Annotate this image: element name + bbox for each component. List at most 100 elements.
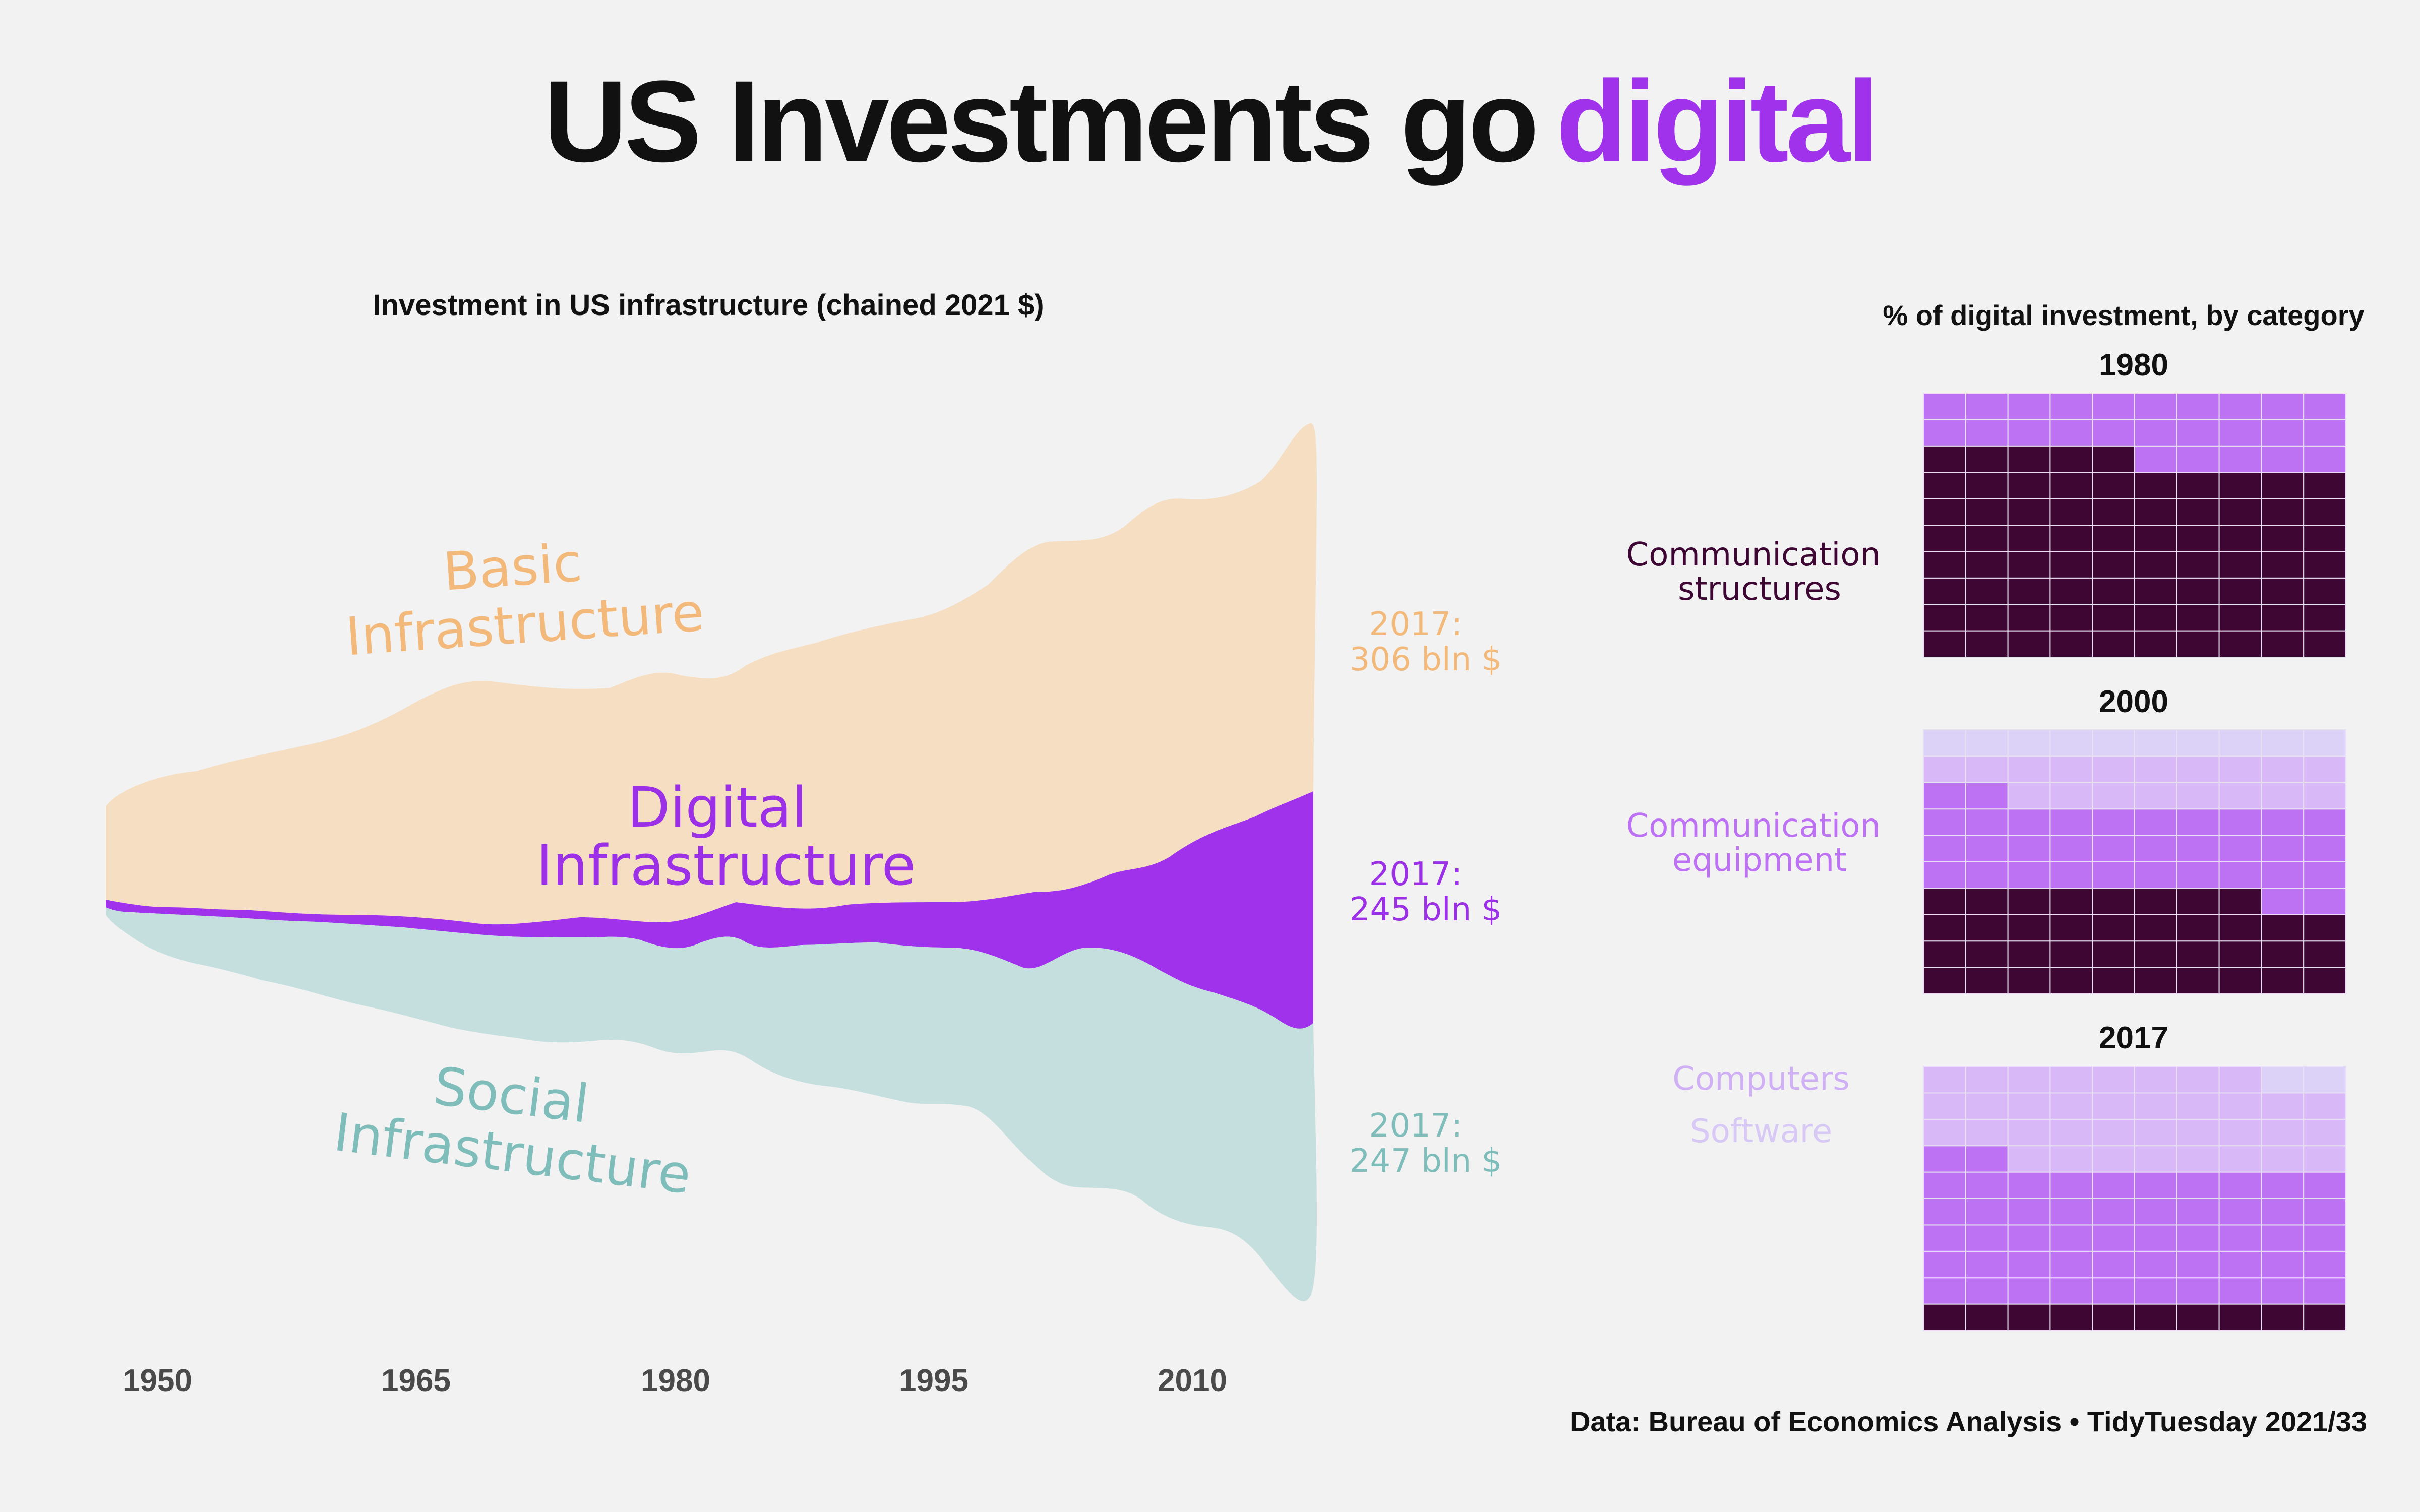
waffle-cell-communication-equipment xyxy=(2092,808,2136,836)
waffle-cell-communication-equipment xyxy=(2176,393,2220,420)
waffle-cell-communication-structures xyxy=(2134,940,2177,968)
waffle-cell-communication-structures xyxy=(2176,940,2220,968)
waffle-cell-communication-structures xyxy=(2176,498,2220,526)
streamgraph xyxy=(106,423,1317,1301)
waffle-cell-computers xyxy=(2007,1092,2051,1120)
waffle-cell-communication-structures xyxy=(2092,577,2136,605)
waffle-cell-communication-structures xyxy=(2049,940,2093,968)
waffle-cell-computers xyxy=(2176,1066,2220,1094)
waffle-cell-communication-structures xyxy=(2134,525,2177,552)
waffle-cell-communication-equipment xyxy=(2007,1277,2051,1305)
waffle-cell-communication-equipment xyxy=(2092,1250,2136,1279)
legend-computers: Computers xyxy=(1672,1060,1850,1098)
series-area-basic-infrastructure xyxy=(106,423,1317,925)
waffle-cell-communication-structures xyxy=(2049,967,2093,994)
waffle-cell-communication-structures xyxy=(2261,967,2305,994)
x-tick-label: 1995 xyxy=(899,1363,969,1398)
waffle-cell-communication-structures xyxy=(2134,1303,2177,1332)
waffle-cell-computers xyxy=(2261,1118,2305,1147)
waffle-cell-communication-equipment xyxy=(2092,1171,2136,1200)
waffle-cell-communication-structures xyxy=(2261,498,2305,526)
waffle-cell-communication-equipment xyxy=(1923,835,1966,862)
waffle-cell-communication-equipment xyxy=(1923,1171,1966,1200)
waffle-cell-computers xyxy=(2303,1145,2347,1173)
waffle-cell-communication-equipment xyxy=(2176,1198,2220,1226)
waffle-cell-communication-structures xyxy=(1923,967,1966,994)
waffle-cell-communication-structures xyxy=(2092,525,2136,552)
waffle-cell-software xyxy=(1923,729,1966,757)
end-label-basic: 2017: 306 bln $ xyxy=(1350,606,1502,678)
waffle-cell-communication-equipment xyxy=(1965,1224,2009,1252)
waffle-cell-communication-structures xyxy=(2261,630,2305,658)
waffle-cell-communication-equipment xyxy=(1965,1250,2009,1279)
waffle-cell-computers xyxy=(2176,782,2220,810)
waffle-cell-communication-equipment xyxy=(1923,419,1966,447)
waffle-cell-communication-equipment xyxy=(2218,1198,2262,1226)
waffle-cell-communication-structures xyxy=(2092,445,2136,473)
waffle-grids xyxy=(1923,393,2347,1332)
waffle-cell-computers xyxy=(2134,1092,2177,1120)
waffle-cell-communication-structures xyxy=(2218,472,2262,499)
waffle-cell-communication-structures xyxy=(2303,967,2347,994)
waffle-cell-communication-structures xyxy=(2261,472,2305,499)
waffle-cell-communication-structures xyxy=(2134,914,2177,942)
waffle-cell-communication-structures xyxy=(2176,577,2220,605)
legend-communication-equipment: Communication equipment xyxy=(1626,807,1891,879)
waffle-cell-communication-equipment xyxy=(2049,419,2093,447)
waffle-cell-computers xyxy=(1923,1118,1966,1147)
waffle-year-1980: 1980 xyxy=(2099,348,2168,383)
waffle-cell-communication-equipment xyxy=(2007,808,2051,836)
waffle-cell-communication-structures xyxy=(2007,914,2051,942)
waffle-cell-software xyxy=(2176,729,2220,757)
waffle-cell-software xyxy=(2049,729,2093,757)
waffle-cell-computers xyxy=(2134,1118,2177,1147)
waffle-year-2000: 2000 xyxy=(2099,684,2168,719)
waffle-cell-computers xyxy=(2218,1145,2262,1173)
waffle-cell-communication-structures xyxy=(1965,1303,2009,1332)
waffle-cell-communication-structures xyxy=(2007,940,2051,968)
waffle-cell-communication-equipment xyxy=(2303,835,2347,862)
waffle-cell-communication-structures xyxy=(2092,551,2136,579)
waffle-cell-communication-equipment xyxy=(1965,1171,2009,1200)
caption: Data: Bureau of Economics Analysis • Tid… xyxy=(1570,1406,2367,1437)
waffle-cell-communication-equipment xyxy=(2303,1198,2347,1226)
waffle-cell-communication-structures xyxy=(2092,940,2136,968)
waffle-cell-communication-equipment xyxy=(2007,861,2051,889)
waffle-cell-computers xyxy=(2092,1145,2136,1173)
waffle-cell-communication-structures xyxy=(2303,498,2347,526)
waffle-cell-communication-equipment xyxy=(2261,393,2305,420)
waffle-cell-communication-structures xyxy=(1965,445,2009,473)
waffle-cell-communication-structures xyxy=(1965,967,2009,994)
main-title: US Investments go digital xyxy=(543,56,1877,186)
waffle-cell-software xyxy=(1965,729,2009,757)
waffle-cell-computers xyxy=(2176,755,2220,783)
waffle-cell-software xyxy=(2261,729,2305,757)
waffle-cell-communication-equipment xyxy=(2049,1277,2093,1305)
waffle-cell-communication-equipment xyxy=(1923,1145,1966,1173)
waffle-cell-communication-structures xyxy=(2007,472,2051,499)
waffle-cell-communication-equipment xyxy=(2176,445,2220,473)
waffle-cell-computers xyxy=(1965,1066,2009,1094)
waffle-cell-computers xyxy=(2007,1066,2051,1094)
waffle-cell-communication-equipment xyxy=(1965,1198,2009,1226)
waffle-cell-communication-equipment xyxy=(2218,808,2262,836)
waffle-cell-communication-structures xyxy=(2261,551,2305,579)
waffle-cell-communication-structures xyxy=(1923,577,1966,605)
waffle-cell-communication-structures xyxy=(1923,551,1966,579)
waffle-cell-communication-equipment xyxy=(2134,835,2177,862)
waffle-cell-communication-structures xyxy=(1965,472,2009,499)
waffle-cell-computers xyxy=(2049,1118,2093,1147)
waffle-cell-communication-structures xyxy=(2176,1303,2220,1332)
waffle-cell-software xyxy=(2007,729,2051,757)
waffle-cell-communication-structures xyxy=(1965,940,2009,968)
waffle-cell-communication-structures xyxy=(2007,604,2051,632)
waffle-cell-communication-equipment xyxy=(2092,861,2136,889)
waffle-cell-communication-structures xyxy=(2092,888,2136,915)
waffle-cell-communication-structures xyxy=(1923,525,1966,552)
waffle-cell-communication-structures xyxy=(2218,940,2262,968)
waffle-cell-communication-structures xyxy=(2218,888,2262,915)
waffle-cell-communication-equipment xyxy=(2303,808,2347,836)
waffle-cell-communication-structures xyxy=(2092,604,2136,632)
waffle-cell-communication-structures xyxy=(2134,498,2177,526)
end-label-digital: 2017: 245 bln $ xyxy=(1350,856,1502,928)
